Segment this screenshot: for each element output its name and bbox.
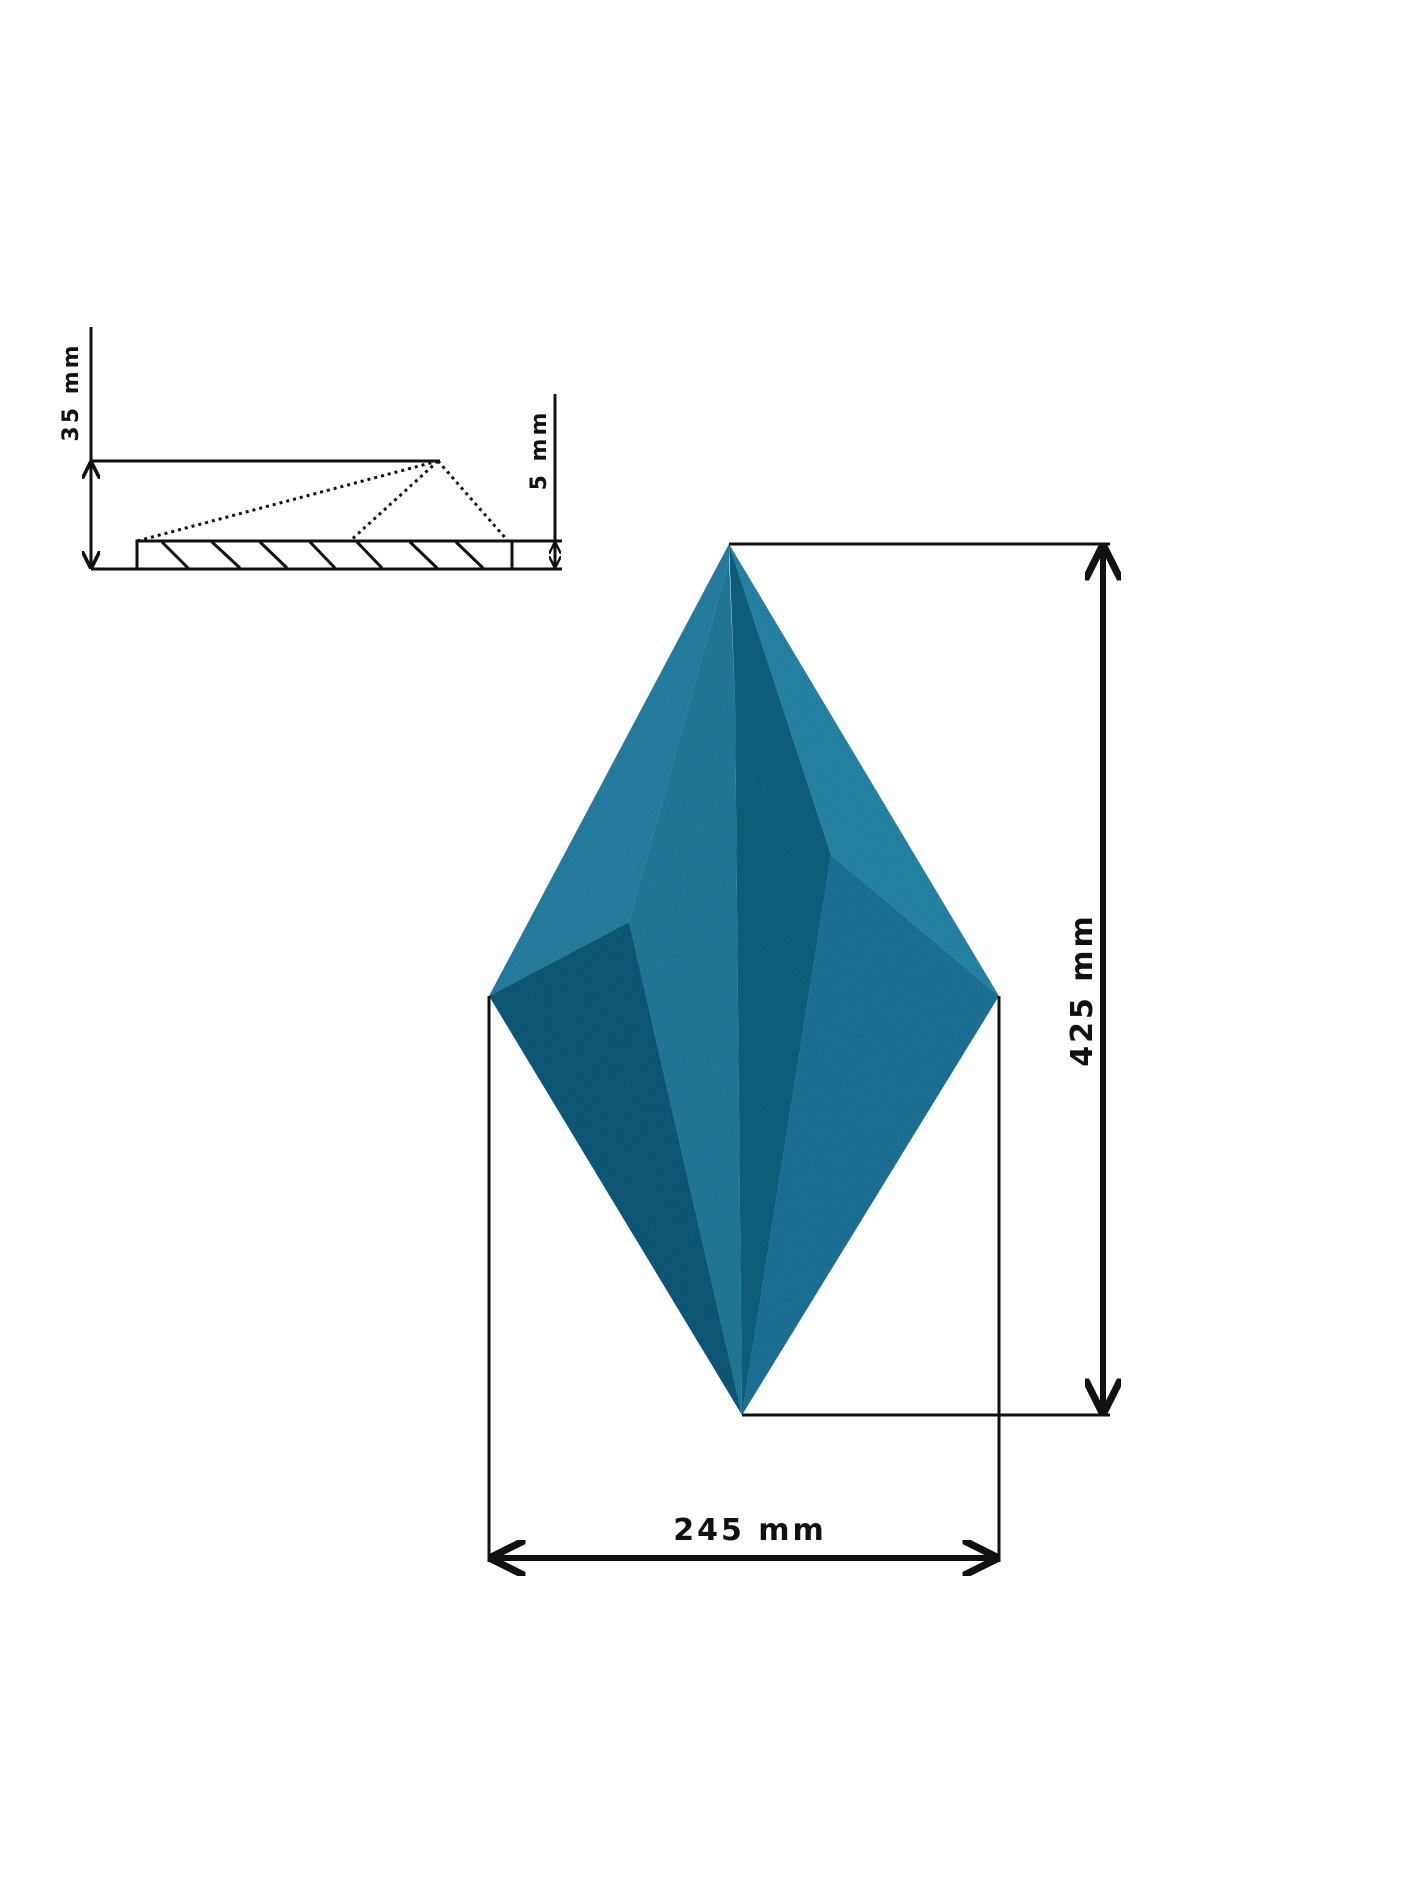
profile-hatching	[160, 540, 485, 570]
facet-top-right	[729, 544, 999, 996]
profile-height-label: 35 mm	[59, 342, 84, 441]
height-dimension	[729, 542, 1110, 1417]
facet-right-lower	[742, 855, 999, 1415]
profile-dotted-edges	[136, 459, 510, 543]
diamond-panel	[489, 544, 999, 1415]
facet-center-left	[629, 560, 742, 1415]
height-label: 425 mm	[1065, 913, 1100, 1067]
facet-top-center	[729, 544, 831, 1415]
base-thickness-label: 5 mm	[527, 410, 552, 491]
facet-left-lower	[489, 922, 742, 1415]
width-dimension	[487, 996, 1001, 1562]
width-label: 245 mm	[673, 1513, 827, 1548]
profile-view	[91, 327, 562, 571]
facet-top-left	[489, 544, 729, 996]
profile-base	[135, 539, 514, 571]
